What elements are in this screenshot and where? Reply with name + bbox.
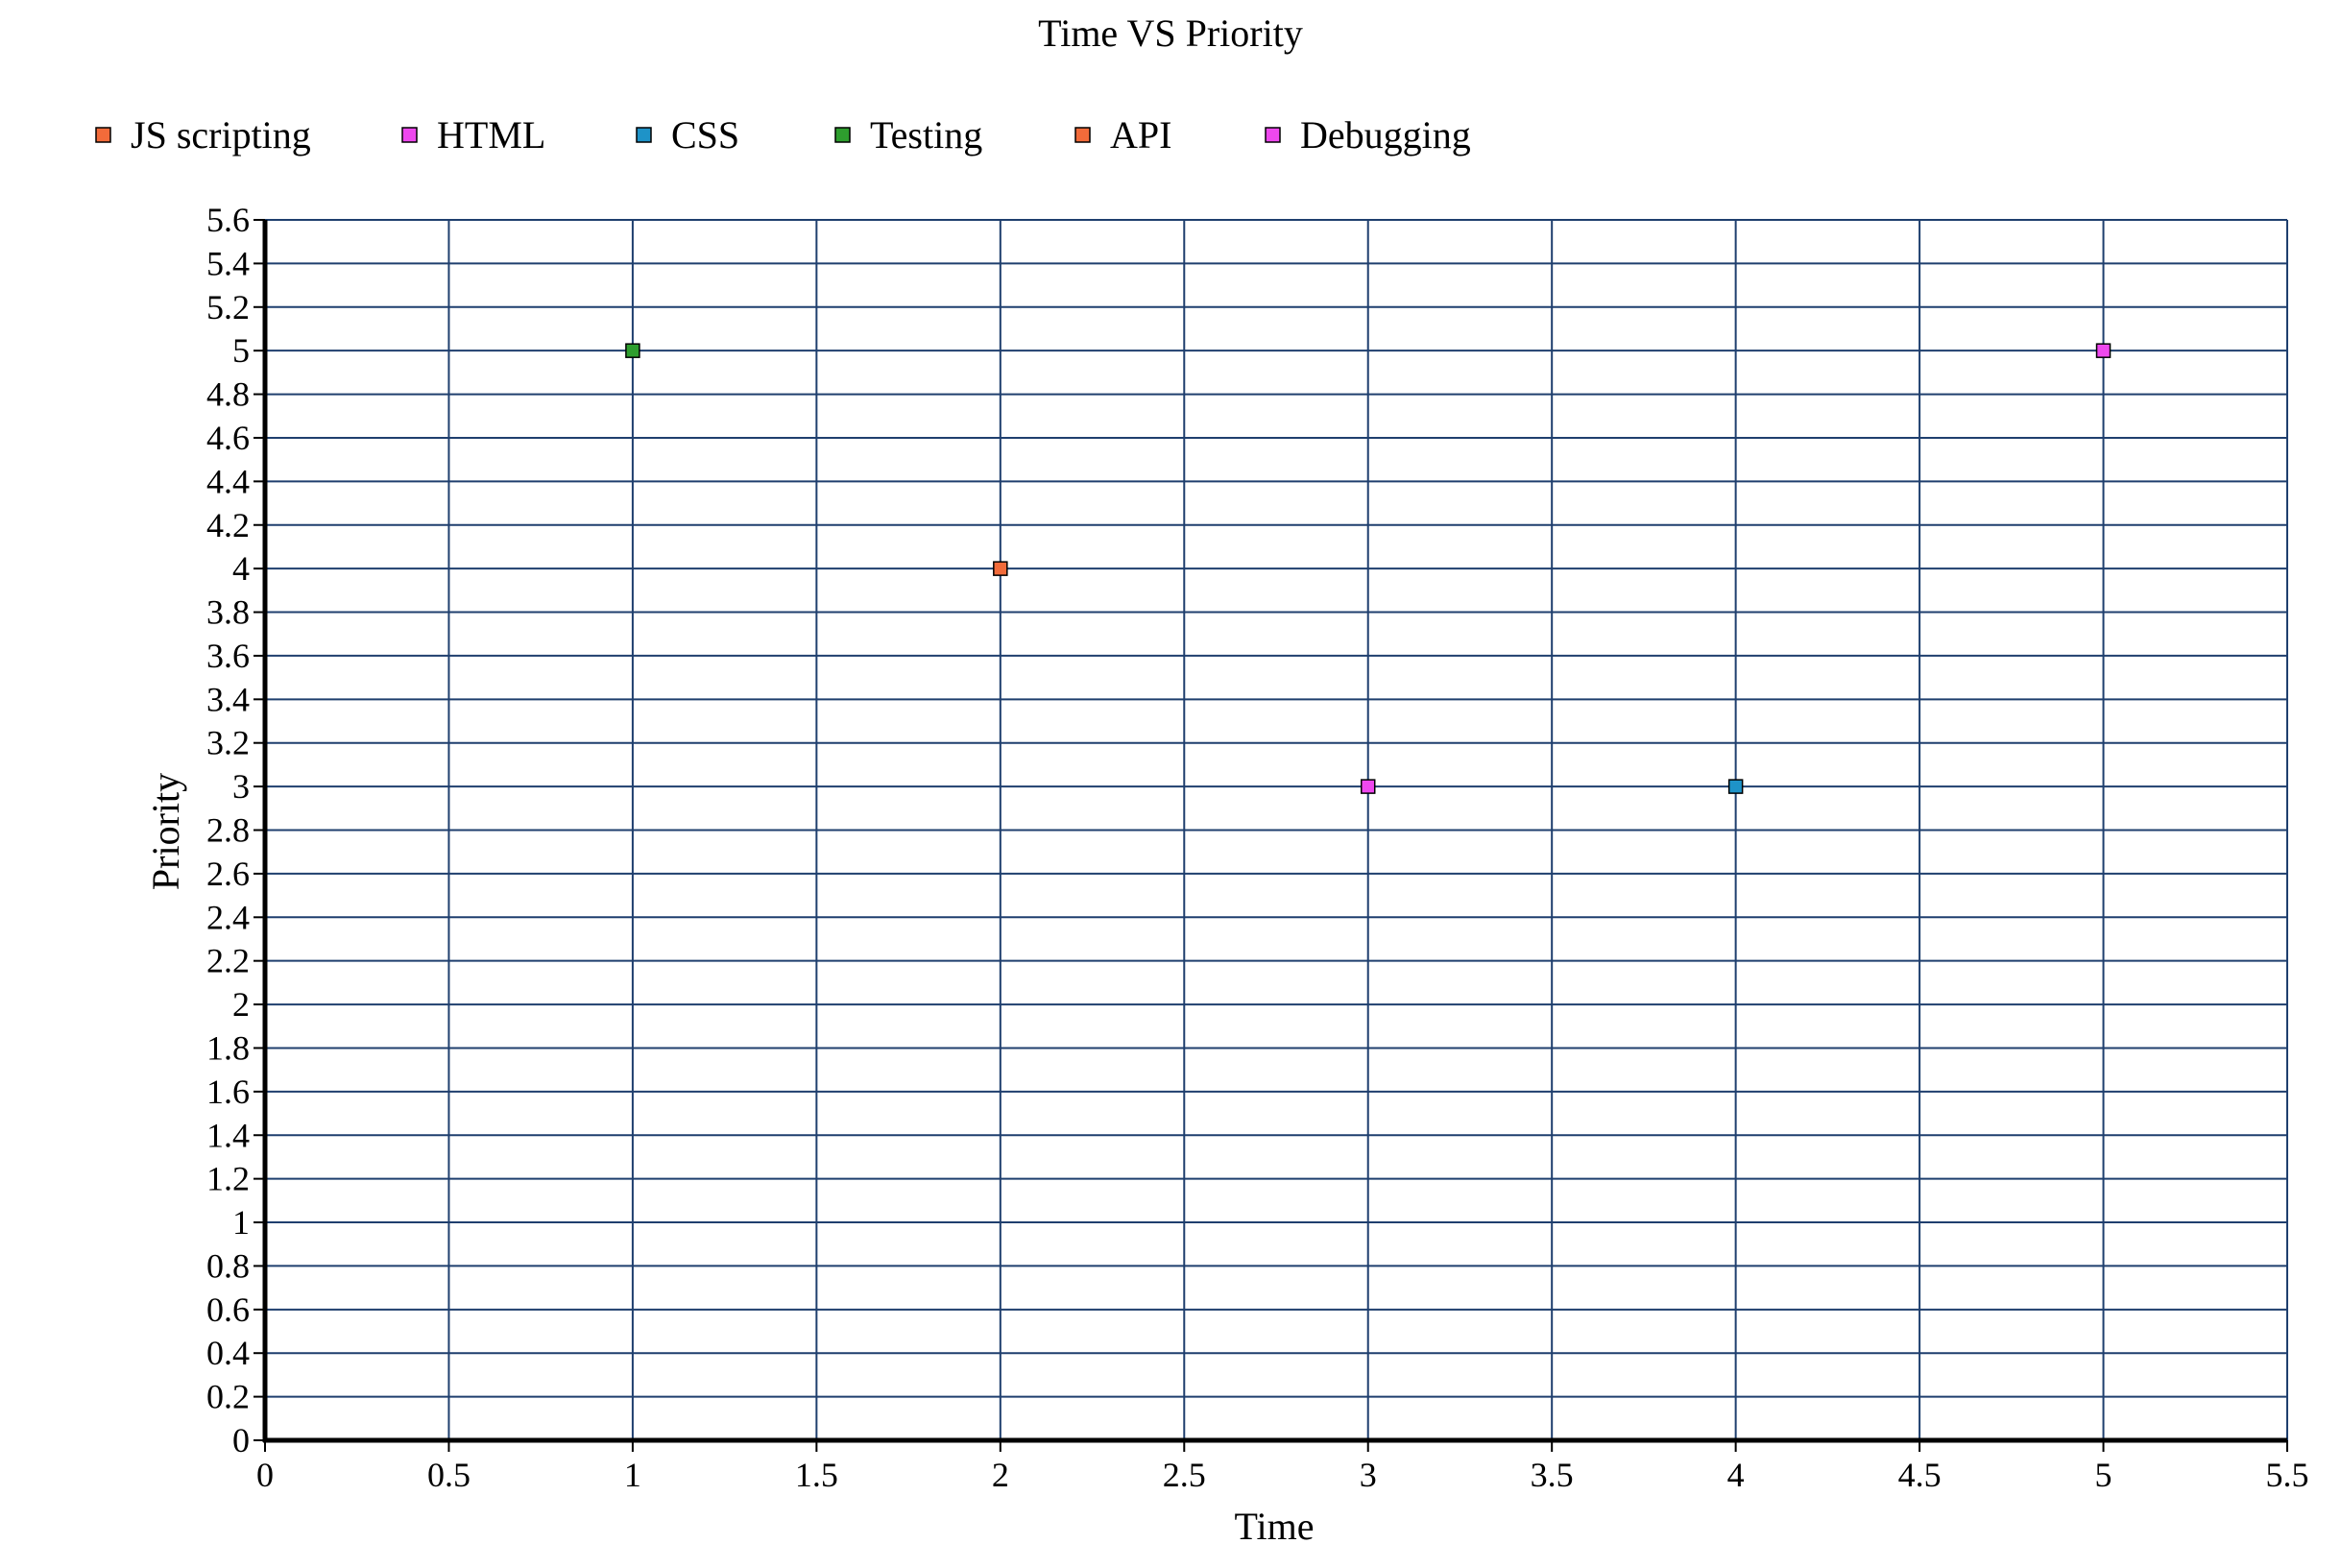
y-tick-label: 0.6 <box>206 1291 250 1329</box>
x-tick-label: 1 <box>624 1456 641 1494</box>
y-tick-label: 4.8 <box>206 375 250 414</box>
y-tick-label: 3.4 <box>206 680 250 718</box>
legend-swatch <box>95 127 111 143</box>
y-tick-label: 1.2 <box>206 1160 250 1198</box>
data-point <box>625 343 640 358</box>
data-point <box>1360 779 1376 794</box>
y-tick-label: 2.2 <box>206 942 250 980</box>
y-axis-ticks: 0 0.2 0.4 0.6 0.8 1 1.2 1.4 1.6 1.8 2 2.2 2.4 2.6 2.8 3… <box>206 201 265 1459</box>
grid <box>264 219 2288 1441</box>
y-tick-label: 0 <box>232 1421 250 1459</box>
x-tick-label: 0.5 <box>427 1456 471 1494</box>
y-tick-label: 4.4 <box>206 462 250 500</box>
y-tick-label: 3 <box>232 767 250 806</box>
y-tick-label: 1 <box>232 1203 250 1242</box>
y-tick-label: 5.6 <box>206 201 250 239</box>
legend-label: API <box>1110 113 1171 157</box>
legend-item: HTML <box>401 113 545 157</box>
x-tick-label: 5 <box>2095 1456 2112 1494</box>
y-tick-label: 1.4 <box>206 1116 250 1154</box>
y-tick-label: 4.2 <box>206 506 250 544</box>
legend-item: Debugging <box>1265 113 1471 157</box>
x-tick-label: 4.5 <box>1898 1456 1942 1494</box>
x-tick-label: 3 <box>1360 1456 1377 1494</box>
y-tick-label: 4 <box>232 549 250 588</box>
y-tick-label: 5.2 <box>206 288 250 326</box>
x-tick-label: 2.5 <box>1163 1456 1206 1494</box>
y-tick-label: 3.8 <box>206 593 250 632</box>
y-tick-label: 2.8 <box>206 811 250 850</box>
legend-item: API <box>1074 113 1171 157</box>
legend-label: HTML <box>437 113 545 157</box>
legend: JS scripting HTML CSS Testing API Debugging <box>95 113 1471 157</box>
y-tick-label: 2.6 <box>206 855 250 893</box>
y-tick-label: 0.8 <box>206 1246 250 1285</box>
data-point <box>2095 343 2112 358</box>
x-tick-label: 3.5 <box>1531 1456 1574 1494</box>
legend-label: JS scripting <box>131 113 311 157</box>
legend-item: Testing <box>834 113 982 157</box>
y-tick-label: 4.6 <box>206 419 250 457</box>
legend-swatch <box>401 127 418 143</box>
legend-swatch <box>834 127 851 143</box>
legend-item: CSS <box>636 113 739 157</box>
legend-swatch <box>1265 127 1281 143</box>
y-tick-label: 5.4 <box>206 244 250 282</box>
x-tick-label: 0 <box>256 1456 274 1494</box>
x-axis-ticks: 0 0.5 1 1.5 2 2.5 3 3.5 4 4.5 5 5.5 <box>256 1440 2309 1494</box>
legend-label: Debugging <box>1300 113 1471 157</box>
y-tick-label: 2 <box>232 985 250 1024</box>
data-points <box>625 343 2112 794</box>
x-tick-label: 2 <box>992 1456 1009 1494</box>
y-tick-label: 0.2 <box>206 1378 250 1416</box>
legend-swatch <box>636 127 652 143</box>
legend-label: CSS <box>671 113 739 157</box>
y-tick-label: 1.8 <box>206 1028 250 1067</box>
x-tick-label: 4 <box>1727 1456 1745 1494</box>
legend-item: JS scripting <box>95 113 311 157</box>
y-tick-label: 3.2 <box>206 724 250 762</box>
y-tick-label: 0.4 <box>206 1334 250 1372</box>
x-tick-label: 1.5 <box>795 1456 838 1494</box>
y-tick-label: 1.6 <box>206 1073 250 1111</box>
y-tick-label: 5 <box>232 331 250 370</box>
y-axis-label: Priority <box>144 773 187 890</box>
x-axis-label: Time <box>1234 1505 1314 1548</box>
data-point <box>993 561 1008 576</box>
legend-swatch <box>1074 127 1091 143</box>
x-tick-label: 5.5 <box>2266 1456 2309 1494</box>
y-tick-label: 3.6 <box>206 637 250 675</box>
y-tick-label: 2.4 <box>206 898 250 936</box>
chart-title: Time VS Priority <box>1038 12 1303 55</box>
data-point <box>1727 779 1744 794</box>
legend-label: Testing <box>870 113 982 157</box>
